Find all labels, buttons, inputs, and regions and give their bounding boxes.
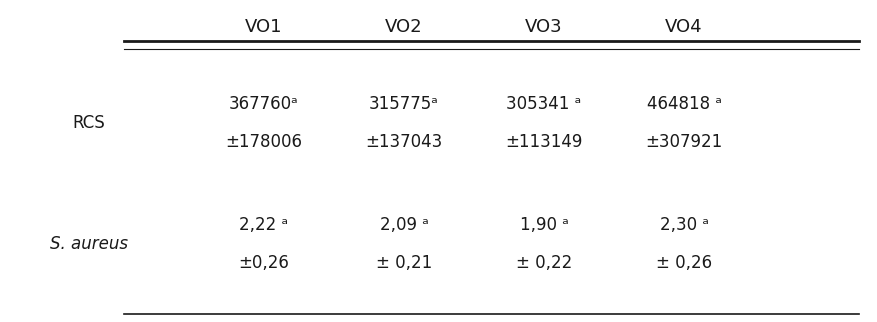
Text: ± 0,22: ± 0,22: [516, 254, 572, 272]
Text: 305341 ᵃ: 305341 ᵃ: [506, 95, 581, 113]
Text: 464818 ᵃ: 464818 ᵃ: [645, 95, 721, 113]
Text: ±0,26: ±0,26: [239, 254, 289, 272]
Text: ±137043: ±137043: [365, 133, 442, 151]
Text: ±307921: ±307921: [645, 133, 722, 151]
Text: 2,09 ᵃ: 2,09 ᵃ: [379, 216, 428, 234]
Text: ± 0,21: ± 0,21: [375, 254, 431, 272]
Text: 1,90 ᵃ: 1,90 ᵃ: [519, 216, 567, 234]
Text: 315775ᵃ: 315775ᵃ: [368, 95, 438, 113]
Text: ±113149: ±113149: [505, 133, 582, 151]
Text: 2,22 ᵃ: 2,22 ᵃ: [239, 216, 289, 234]
Text: S. aureus: S. aureus: [50, 235, 128, 253]
Text: ±178006: ±178006: [225, 133, 302, 151]
Text: 367760ᵃ: 367760ᵃ: [229, 95, 298, 113]
Text: ± 0,26: ± 0,26: [655, 254, 711, 272]
Text: VO3: VO3: [524, 18, 562, 36]
Text: VO4: VO4: [665, 18, 702, 36]
Text: 2,30 ᵃ: 2,30 ᵃ: [659, 216, 708, 234]
Text: RCS: RCS: [73, 114, 105, 132]
Text: VO2: VO2: [385, 18, 423, 36]
Text: VO1: VO1: [245, 18, 282, 36]
